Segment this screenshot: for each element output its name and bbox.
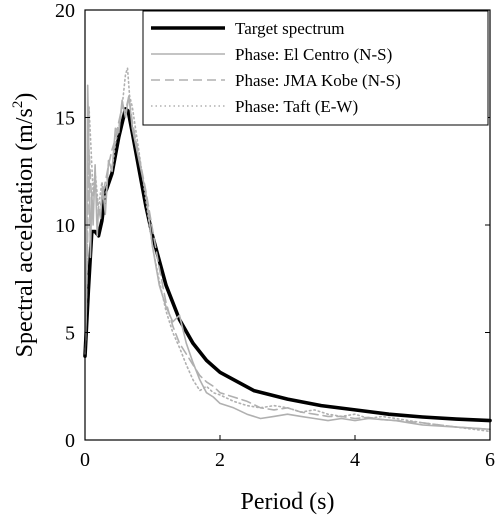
legend-label-phase-jma-kobe-n-s: Phase: JMA Kobe (N-S) <box>235 71 401 90</box>
y-tick-label-15: 15 <box>55 108 75 130</box>
plot-lines <box>83 67 492 433</box>
series-line-target-spectrum <box>83 107 492 423</box>
y-tick-label-5: 5 <box>65 323 75 345</box>
legend-label-phase-el-centro-n-s: Phase: El Centro (N-S) <box>235 45 392 64</box>
series-line-phase-el-centro-n-s <box>84 84 491 431</box>
legend-label-target-spectrum: Target spectrum <box>235 19 344 38</box>
x-tick-label-4: 4 <box>350 449 360 471</box>
tick-labels: 0 2 4 6 0 5 10 15 20 <box>55 0 495 471</box>
legend: Target spectrum Phase: El Centro (N-S) Pha… <box>142 10 489 126</box>
x-tick-label-0: 0 <box>80 449 90 471</box>
series-line-phase-jma-kobe-n-s <box>84 95 491 431</box>
y-axis-label: Spectral acceleration (m/s2) <box>10 93 38 358</box>
y-tick-label-0: 0 <box>65 430 75 452</box>
y-axis-label-main: Spectral acceleration (m/s <box>12 108 38 357</box>
y-axis-label-close: ) <box>12 93 38 101</box>
legend-label-phase-taft-e-w: Phase: Taft (E-W) <box>235 97 358 116</box>
x-tick-label-6: 6 <box>485 449 495 471</box>
series-line-phase-taft-e-w <box>84 67 491 433</box>
x-axis-label: Period (s) <box>241 489 335 515</box>
y-tick-label-10: 10 <box>55 215 75 237</box>
y-tick-label-20: 20 <box>55 0 75 22</box>
x-tick-label-2: 2 <box>215 449 225 471</box>
y-axis-label-sup: 2 <box>10 101 26 109</box>
